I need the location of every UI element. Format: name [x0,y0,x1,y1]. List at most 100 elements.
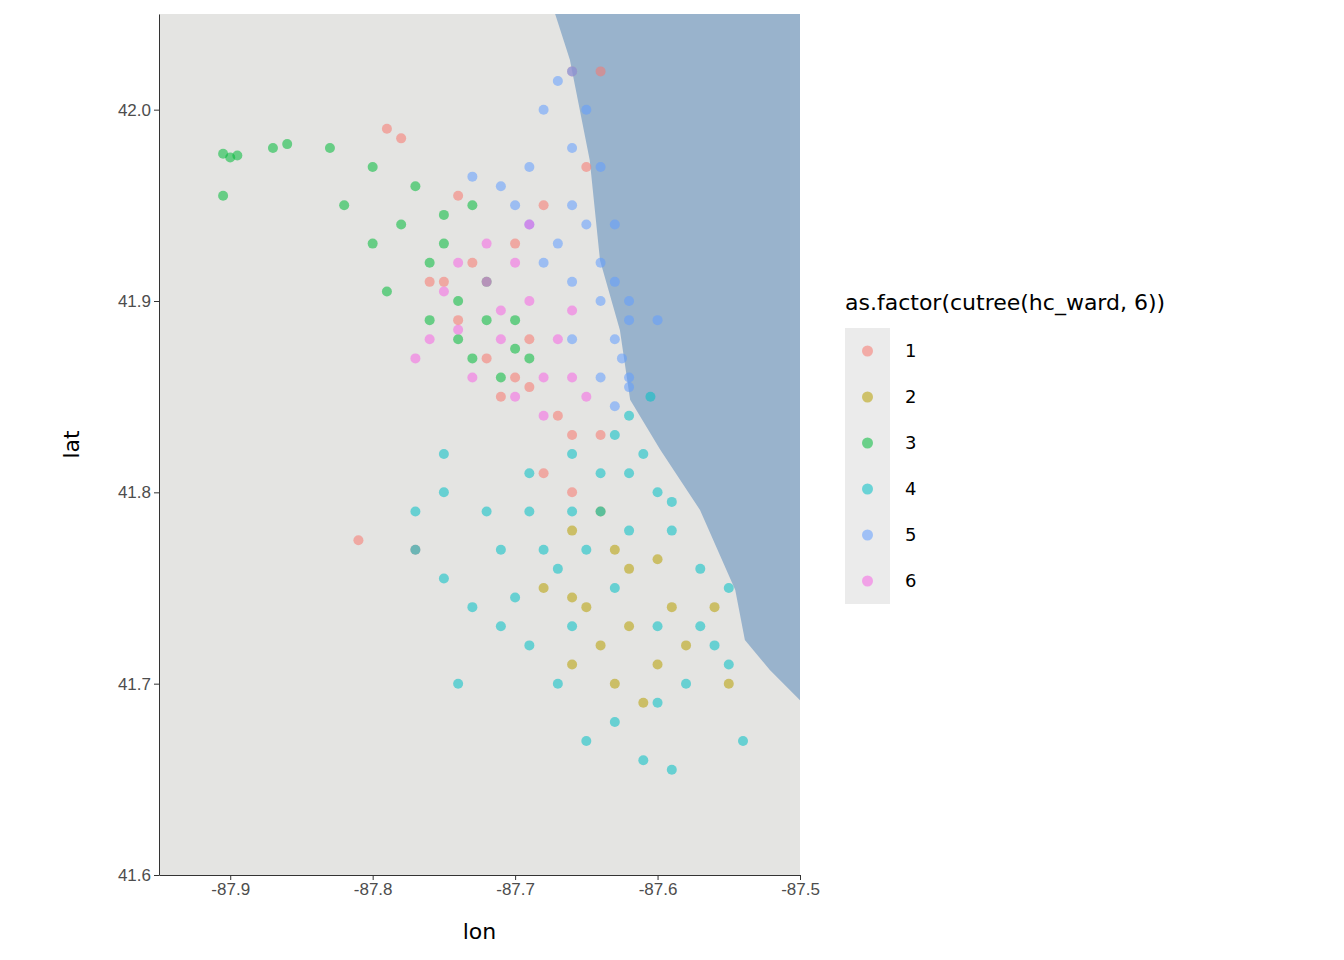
point [710,640,720,650]
point [382,124,392,134]
point [653,554,663,564]
point [667,602,677,612]
point [667,497,677,507]
tick-label: -87.6 [639,880,678,899]
x-axis-title: lon [463,919,497,944]
point [524,219,534,229]
point [653,487,663,497]
point [524,506,534,516]
point [539,200,549,210]
point [567,66,577,76]
legend-title: as.factor(cutree(hc_ward, 6)) [845,290,1165,316]
tick-label: -87.8 [354,880,393,899]
point [496,334,506,344]
point [610,583,620,593]
point [425,258,435,268]
point [539,411,549,421]
point [567,506,577,516]
point [439,487,449,497]
point [610,334,620,344]
y-axis-title: lat [59,430,84,459]
point [553,239,563,249]
point [510,392,520,402]
point [553,679,563,689]
tick: -87.5 [781,875,820,899]
point [724,660,734,670]
legend-key-bg [845,558,890,604]
point [667,765,677,775]
point [453,315,463,325]
point [581,105,591,115]
point [624,315,634,325]
point [567,143,577,153]
tick: 41.6 [118,866,159,885]
point [610,401,620,411]
point [539,105,549,115]
point [510,200,520,210]
series [410,219,591,420]
point [467,172,477,182]
point [524,219,534,229]
point [524,640,534,650]
point [653,660,663,670]
point [624,621,634,631]
tick-label: 41.6 [118,866,151,885]
point [510,239,520,249]
point [638,755,648,765]
tick-label: 41.8 [118,483,151,502]
tick: -87.9 [211,875,250,899]
legend-key-bg [845,466,890,512]
series [467,66,662,411]
point [496,621,506,631]
point [524,353,534,363]
point [624,382,634,392]
point [510,344,520,354]
point [624,564,634,574]
point [567,200,577,210]
point [553,334,563,344]
x-axis: -87.9-87.8-87.7-87.6-87.5 [160,875,820,899]
point [496,181,506,191]
tick-mark [154,301,159,302]
point [567,277,577,287]
point [467,353,477,363]
point [596,296,606,306]
point [610,430,620,440]
point [638,698,648,708]
point [325,143,335,153]
point [610,679,620,689]
point [567,306,577,316]
tick-label: -87.5 [781,880,820,899]
point [339,200,349,210]
legend-key-bg [845,420,890,466]
point [539,545,549,555]
point [282,139,292,149]
legend-label: 5 [905,524,916,545]
point [567,621,577,631]
point [567,373,577,383]
point [724,679,734,689]
point [410,545,420,555]
series [353,66,605,554]
point [610,717,620,727]
point [453,296,463,306]
map-land [159,14,800,875]
legend-key [862,438,873,449]
legend-key-bg [845,512,890,558]
point [681,640,691,650]
point [581,162,591,172]
tick: 42.0 [118,101,159,120]
point [510,315,520,325]
point [567,487,577,497]
tick: 41.7 [118,675,159,694]
point [617,353,627,363]
point [524,468,534,478]
tick: -87.6 [639,875,678,899]
tick: 41.8 [118,483,159,502]
point [453,191,463,201]
point [439,239,449,249]
point [581,736,591,746]
point [410,506,420,516]
point [482,506,492,516]
point [610,545,620,555]
